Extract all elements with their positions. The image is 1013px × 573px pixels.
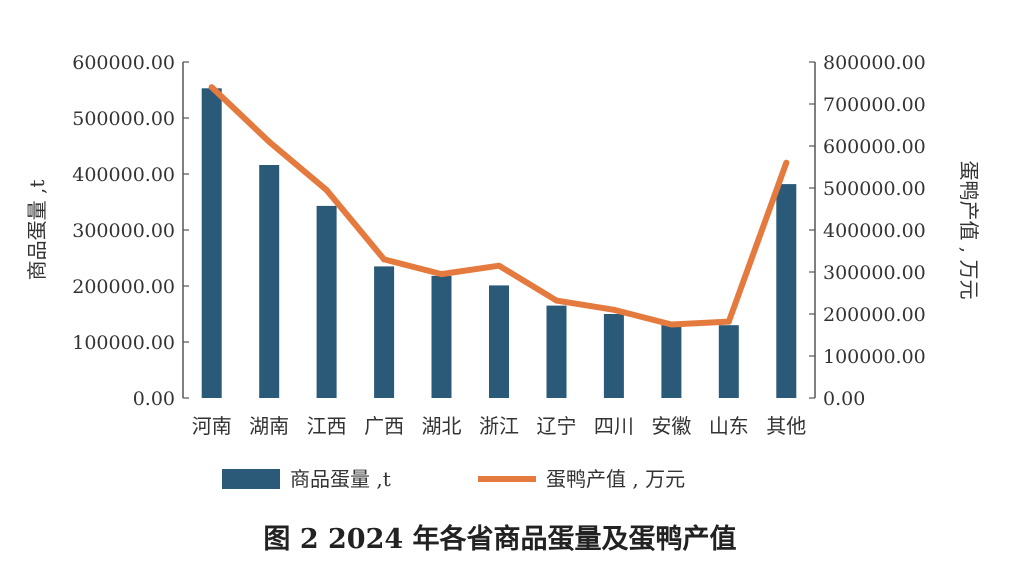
line-point-广西	[381, 256, 388, 263]
bar-广西	[374, 266, 395, 398]
line-point-湖北	[438, 271, 445, 278]
right-tick-label: 800000.00	[823, 52, 926, 74]
bar-四川	[603, 314, 624, 398]
right-tick-label: 200000.00	[823, 304, 926, 326]
line-point-安徽	[668, 321, 675, 328]
bar-湖南	[259, 165, 280, 398]
category-label: 其他	[766, 414, 806, 438]
right-tick-label: 0.00	[823, 388, 865, 410]
bar-安徽	[661, 323, 682, 398]
right-tick-label: 600000.00	[823, 136, 926, 158]
bar-江西	[316, 205, 337, 398]
bar-浙江	[489, 285, 509, 398]
bars-layer	[201, 88, 797, 399]
category-label: 辽宁	[536, 414, 576, 438]
line-point-江西	[323, 187, 330, 194]
category-label: 广西	[364, 414, 404, 438]
left-axis-title: 商品蛋量 ,t	[25, 180, 49, 281]
right-tick-label: 300000.00	[823, 262, 926, 284]
bar-湖北	[431, 275, 452, 398]
bar-河南	[201, 88, 222, 399]
category-label: 江西	[307, 414, 347, 438]
line-point-河南	[208, 84, 215, 91]
left-tick-label: 300000.00	[72, 220, 175, 242]
line-point-四川	[610, 306, 617, 313]
right-axis-title: 蛋鸭产值 , 万元	[957, 160, 981, 299]
right-tick-label: 400000.00	[823, 220, 926, 242]
left-tick-label: 400000.00	[72, 164, 175, 186]
left-tick-label: 0.00	[133, 388, 175, 410]
category-label: 四川	[594, 414, 634, 438]
line-point-山东	[725, 318, 732, 325]
bar-其他	[776, 184, 797, 398]
right-tick-label: 500000.00	[823, 178, 926, 200]
category-label: 河南	[192, 414, 232, 438]
category-label: 安徽	[651, 414, 691, 438]
legend-bar-label: 商品蛋量 ,t	[290, 467, 391, 491]
category-label: 湖南	[249, 414, 289, 438]
labels-layer: 0.00 100000.00 200000.00 300000.00 400000.00…	[72, 52, 926, 438]
right-tick-label: 700000.00	[823, 94, 926, 116]
line-point-浙江	[496, 262, 502, 269]
line-point-辽宁	[553, 297, 560, 304]
legend-line-label: 蛋鸭产值 , 万元	[546, 467, 685, 491]
legend: 商品蛋量 ,t 蛋鸭产值 , 万元	[222, 467, 685, 491]
legend-bar-swatch	[222, 469, 280, 489]
left-tick-label: 100000.00	[72, 332, 175, 354]
figure-caption: 图 2 2024 年各省商品蛋量及蛋鸭产值	[263, 523, 736, 555]
line-layer	[208, 84, 790, 328]
category-label: 浙江	[479, 414, 519, 438]
left-tick-label: 500000.00	[72, 108, 175, 130]
right-tick-label: 100000.00	[823, 346, 926, 368]
category-label: 山东	[709, 414, 749, 438]
axes-layer	[182, 61, 816, 399]
line-point-湖南	[266, 138, 273, 145]
left-tick-label: 600000.00	[72, 52, 175, 74]
bar-辽宁	[546, 305, 567, 398]
bar-山东	[718, 325, 739, 398]
line-point-其他	[783, 159, 790, 166]
category-label: 湖北	[422, 414, 462, 438]
left-tick-label: 200000.00	[72, 276, 175, 298]
